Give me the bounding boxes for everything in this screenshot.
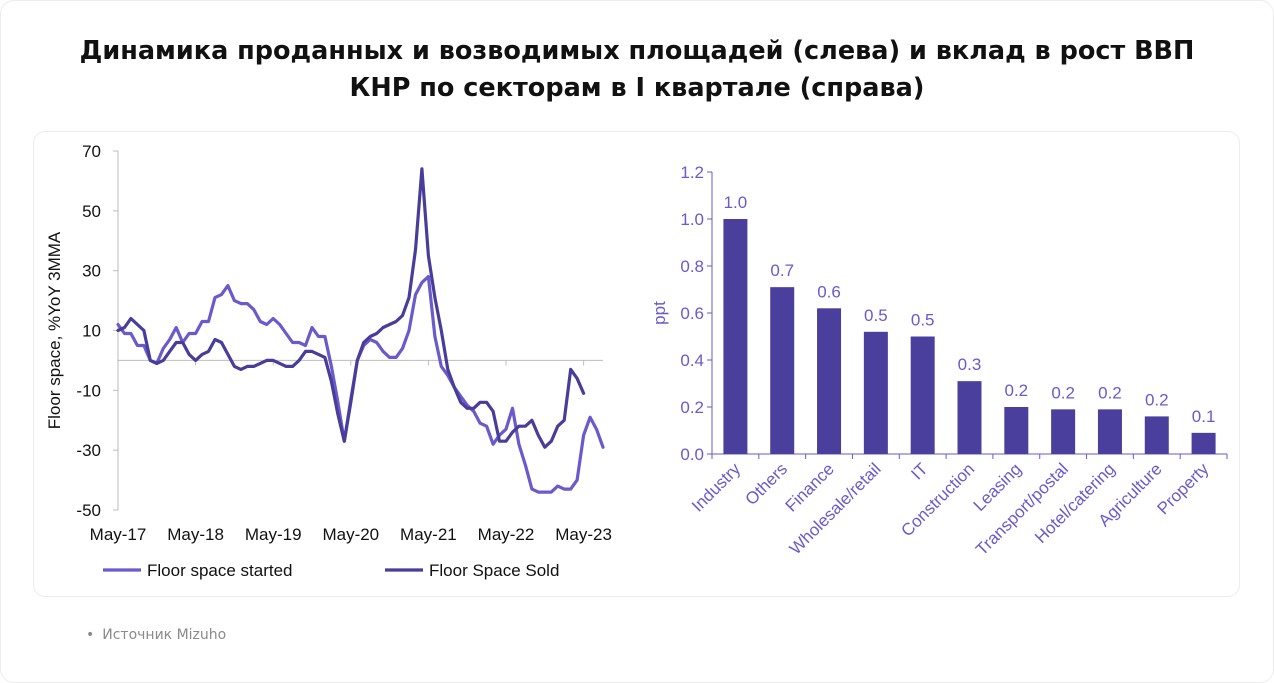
bar-data-label: 0.2 — [1051, 383, 1075, 402]
bar-others — [770, 287, 795, 454]
left-x-tick-label: May-19 — [245, 525, 302, 544]
left-x-tick-label: May-23 — [555, 525, 612, 544]
left-x-tick-label: May-18 — [167, 525, 224, 544]
bar-finance — [817, 308, 842, 454]
bar-data-label: 0.5 — [911, 311, 935, 330]
left-x-tick-label: May-20 — [322, 525, 379, 544]
bar-category-label: Industry — [688, 459, 745, 516]
bar-leasing — [1004, 407, 1029, 454]
left-y-tick-label: -50 — [76, 501, 101, 520]
bar-category-label: IT — [907, 459, 931, 483]
bar-data-label: 0.1 — [1192, 407, 1216, 426]
right-y-tick-label: 1.2 — [680, 163, 704, 182]
legend-label: Floor space started — [147, 561, 293, 580]
bar-construction — [957, 381, 982, 454]
right-y-axis-label: ppt — [650, 301, 669, 325]
bar-data-label: 0.3 — [958, 355, 982, 374]
left-y-tick-label: 50 — [82, 202, 101, 221]
bar-data-label: 0.2 — [1004, 381, 1028, 400]
left-x-tick-label: May-21 — [400, 525, 457, 544]
left-y-tick-label: 70 — [82, 142, 101, 161]
bar-category-label: Property — [1154, 459, 1213, 518]
bar-data-label: 0.2 — [1145, 390, 1169, 409]
source-text: Источник Mizuho — [102, 627, 227, 643]
title-line-1: Динамика проданных и возводимых площадей… — [79, 36, 1195, 66]
right-y-tick-label: 1.0 — [680, 210, 704, 229]
right-y-tick-label: 0.0 — [680, 445, 704, 464]
bar-it — [910, 336, 935, 454]
page-title: Динамика проданных и возводимых площадей… — [0, 33, 1274, 107]
right-y-tick-label: 0.2 — [680, 398, 704, 417]
right-y-tick-label: 0.8 — [680, 257, 704, 276]
bar-data-label: 0.2 — [1098, 383, 1122, 402]
left-y-tick-label: 30 — [82, 262, 101, 281]
left-y-axis-label: Floor space, %YoY 3MMA — [45, 231, 64, 429]
left-x-tick-label: May-22 — [478, 525, 535, 544]
left-y-tick-label: 10 — [82, 322, 101, 341]
bar-data-label: 0.6 — [817, 282, 841, 301]
bar-property — [1191, 432, 1216, 454]
left-x-tick-label: May-17 — [90, 525, 147, 544]
bar-wholesale-retail — [863, 331, 888, 454]
series-line-floor-space-sold — [116, 167, 586, 449]
bar-agriculture — [1144, 416, 1169, 454]
bullet-icon: • — [86, 627, 95, 643]
bar-hotel-catering — [1097, 409, 1122, 454]
legend-label: Floor Space Sold — [429, 561, 559, 580]
title-line-2: КНР по секторам в I квартале (справа) — [349, 73, 925, 103]
bar-data-label: 0.5 — [864, 306, 888, 325]
bar-data-label: 1.0 — [724, 193, 748, 212]
left-y-tick-label: -30 — [76, 441, 101, 460]
source-note: • Источник Mizuho — [86, 627, 226, 643]
left-y-tick-label: -10 — [76, 381, 101, 400]
right-y-tick-label: 0.4 — [680, 351, 704, 370]
bar-data-label: 0.7 — [770, 261, 794, 280]
bar-industry — [723, 219, 748, 454]
right-y-tick-label: 0.6 — [680, 304, 704, 323]
bar-transport-postal — [1051, 409, 1076, 454]
series-line-floor-space-started — [116, 275, 605, 494]
